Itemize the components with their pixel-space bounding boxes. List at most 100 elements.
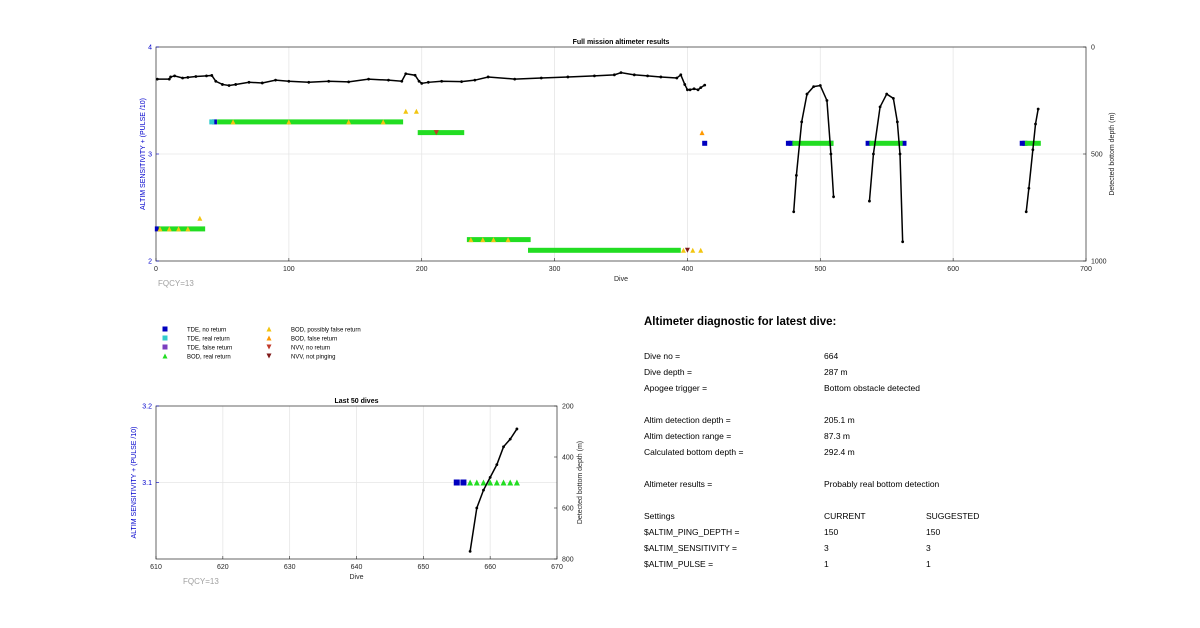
x-tick-label: 100 xyxy=(283,266,295,273)
bottom-depth-point xyxy=(495,463,499,467)
setting-current: 3 xyxy=(824,543,829,553)
fqcy-annotation: FQCY=13 xyxy=(158,279,194,288)
bottom-depth-point xyxy=(891,96,895,100)
bottom-depth-point xyxy=(632,73,636,77)
setting-label: $ALTIM_PING_DEPTH = xyxy=(644,527,740,537)
legend-item: TDE, no return xyxy=(162,326,226,333)
data-marker xyxy=(505,237,511,243)
bottom-depth-point xyxy=(1036,107,1040,111)
settings-header-suggested: SUGGESTED xyxy=(926,511,980,521)
data-marker xyxy=(785,140,791,146)
diagnostic-label: Dive depth = xyxy=(644,367,692,377)
full-mission-chart: 0 100 200 300 400 500 600 700 2 3 4 0 500 1000 Full mi… xyxy=(140,39,1116,288)
bottom-depth-point xyxy=(475,506,479,510)
diagnostic-label: Altim detection depth = xyxy=(644,415,731,425)
data-marker xyxy=(197,215,203,221)
x-tick-label: 300 xyxy=(549,266,561,273)
triangle-up-marker-icon xyxy=(162,353,168,359)
x-tick-label: 200 xyxy=(416,266,428,273)
bottom-depth-point xyxy=(1034,122,1037,126)
diagnostic-label: Apogee trigger = xyxy=(644,383,708,393)
bottom-depth-point xyxy=(508,437,512,441)
real-return-marker-band xyxy=(528,247,681,253)
bottom-depth-point xyxy=(169,75,173,79)
bottom-depth-point xyxy=(878,105,882,109)
square-marker-icon xyxy=(162,335,168,341)
y2-tick-label: 800 xyxy=(562,557,574,564)
bottom-depth-point xyxy=(155,77,159,81)
series-nvv-not-pinging xyxy=(684,247,690,253)
x-tick-label: 670 xyxy=(551,564,563,571)
setting-suggested: 1 xyxy=(926,559,931,569)
bottom-depth-point xyxy=(686,88,689,92)
triangle-up-marker-icon xyxy=(266,335,272,341)
bottom-depth-point xyxy=(898,152,902,156)
chart-title: Full mission altimeter results xyxy=(573,39,670,46)
bottom-depth-point xyxy=(227,84,231,87)
data-marker xyxy=(413,108,419,114)
bottom-depth-point xyxy=(247,80,251,84)
y2-tick-label: 600 xyxy=(562,506,574,513)
x-tick-label: 650 xyxy=(417,564,429,571)
bottom-depth-point xyxy=(1027,186,1031,190)
data-marker xyxy=(500,479,507,486)
bottom-depth-point xyxy=(805,92,809,96)
diagnostic-label: Calculated bottom depth = xyxy=(644,447,744,457)
x-tick-label: 610 xyxy=(150,564,162,571)
bottom-depth-point xyxy=(829,152,833,156)
real-return-marker-band xyxy=(466,237,531,243)
data-marker xyxy=(493,479,500,486)
bottom-depth-point xyxy=(347,80,351,84)
bottom-depth-point xyxy=(387,78,390,82)
diagnostic-label: Dive no = xyxy=(644,351,681,361)
bottom-depth-point xyxy=(872,152,875,156)
data-marker xyxy=(901,140,907,146)
bottom-depth-point xyxy=(186,75,190,79)
series-tde-real-return xyxy=(209,119,215,125)
triangle-down-marker-icon xyxy=(266,353,272,359)
y2-tick-label: 400 xyxy=(562,455,574,462)
legend-label: BOD, real return xyxy=(187,354,231,360)
y-axis-label: ALTIM SENSITIVITY + (PULSE /10) xyxy=(131,427,138,539)
bottom-depth-point xyxy=(675,76,679,80)
square-marker-icon xyxy=(162,344,168,350)
diagnostic-value: Probably real bottom detection xyxy=(824,479,940,489)
data-marker xyxy=(453,479,460,486)
legend-item: TDE, real return xyxy=(162,335,230,342)
bottom-depth-line xyxy=(868,93,904,242)
bottom-depth-point xyxy=(417,79,421,83)
setting-current: 1 xyxy=(824,559,829,569)
data-marker xyxy=(1019,140,1025,146)
bottom-depth-point xyxy=(327,79,331,83)
bottom-depth-point xyxy=(612,73,616,77)
diagnostic-value: 292.4 m xyxy=(824,447,855,457)
data-marker xyxy=(473,479,480,486)
altimeter-diagnostic-panel: Altimeter diagnostic for latest dive: Di… xyxy=(644,316,1164,596)
series-detected-bottom-depth xyxy=(155,71,1040,244)
settings-header-label: Settings xyxy=(644,511,675,521)
legend-label: NVV, no return xyxy=(291,345,330,351)
bottom-depth-point xyxy=(539,76,543,80)
y-tick-label: 2 xyxy=(148,259,152,266)
bottom-depth-point xyxy=(181,76,184,80)
data-marker xyxy=(166,226,172,232)
y-tick-label: 3.1 xyxy=(142,480,152,487)
data-marker xyxy=(702,140,708,146)
bottom-depth-point xyxy=(593,74,596,78)
bottom-depth-point xyxy=(832,195,835,199)
data-marker xyxy=(209,119,215,125)
data-marker xyxy=(346,119,352,125)
real-return-marker-band xyxy=(217,119,404,125)
bottom-depth-point xyxy=(486,75,490,79)
data-marker xyxy=(157,226,163,232)
y-axis-label: ALTIM SENSITIVITY + (PULSE /10) xyxy=(140,98,147,210)
bottom-depth-point xyxy=(234,83,238,86)
bottom-depth-point xyxy=(400,79,404,83)
bottom-depth-point xyxy=(868,199,871,203)
fqcy-annotation: FQCY=13 xyxy=(183,577,219,586)
legend-label: TDE, no return xyxy=(187,327,226,333)
x-tick-label: 500 xyxy=(814,266,826,273)
real-return-marker-band xyxy=(792,140,834,146)
